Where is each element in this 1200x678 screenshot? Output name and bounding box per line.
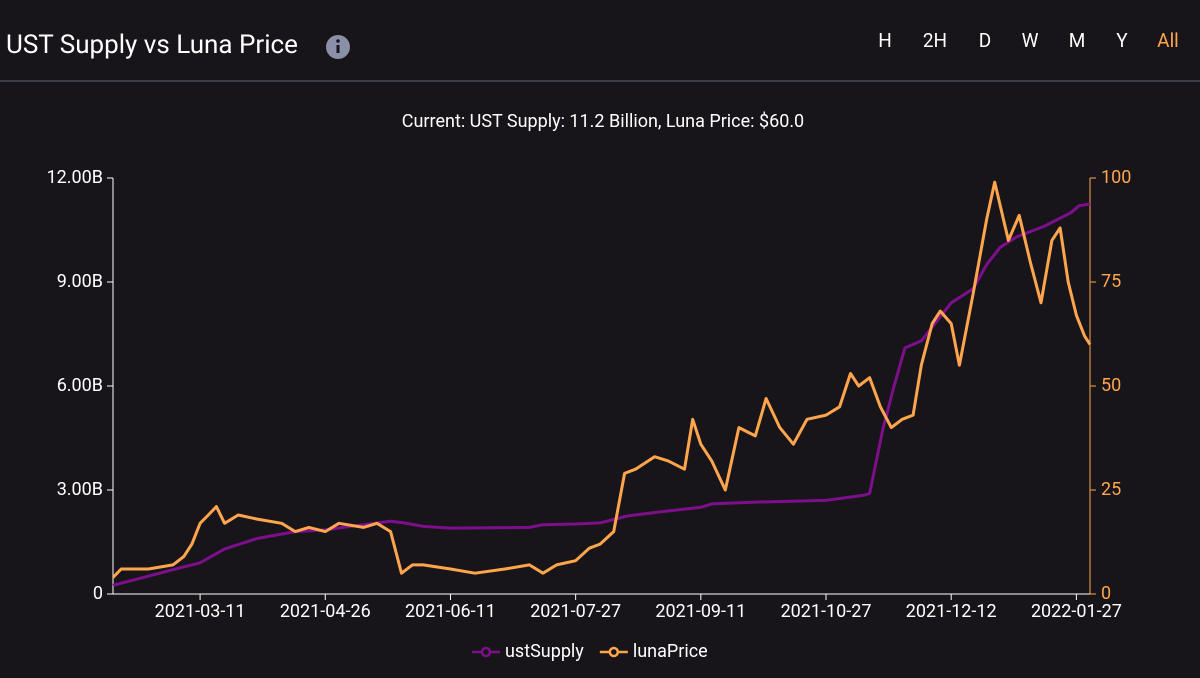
- y2-tick-label: 25: [1101, 479, 1121, 500]
- series-line: [111, 180, 1092, 579]
- info-dot: [336, 39, 340, 43]
- x-tick-label: 2022-01-27: [1031, 601, 1122, 622]
- legend-swatch-dot: [608, 646, 620, 658]
- y2-tick-label: 75: [1101, 271, 1121, 292]
- timeframe-button[interactable]: W: [1022, 29, 1039, 52]
- info-icon[interactable]: [326, 35, 350, 59]
- x-tick-label: 2021-07-27: [530, 601, 621, 622]
- y-tick-label: 12.00B: [47, 167, 103, 188]
- legend: ustSupply lunaPrice: [472, 641, 708, 662]
- x-tick-label: 2021-04-26: [280, 601, 371, 622]
- x-tick-label: 2021-06-11: [405, 601, 496, 622]
- y-tick-label: 6.00B: [57, 375, 103, 396]
- timeframe-button[interactable]: M: [1069, 29, 1086, 52]
- y2-tick-label: 0: [1101, 583, 1111, 604]
- y-tick-label: 0: [93, 583, 103, 604]
- legend-label: ustSupply: [505, 641, 584, 662]
- legend-swatch-dot: [480, 646, 492, 658]
- chart-subtitle: Current: UST Supply: 11.2 Billion, Luna …: [402, 111, 804, 132]
- x-tick-label: 2021-10-27: [781, 601, 872, 622]
- page-title: UST Supply vs Luna Price: [6, 30, 298, 60]
- y2-tick-label: 50: [1101, 375, 1121, 396]
- timeframe-button[interactable]: D: [979, 29, 991, 52]
- timeframe-button[interactable]: All: [1157, 29, 1179, 52]
- timeframe-button[interactable]: H: [878, 29, 892, 52]
- y2-tick-label: 100: [1101, 167, 1131, 188]
- legend-label: lunaPrice: [633, 641, 708, 662]
- timeframe-button[interactable]: 2H: [923, 29, 947, 52]
- y-tick-label: 3.00B: [57, 479, 103, 500]
- x-tick-label: 2021-12-12: [906, 601, 997, 622]
- info-stem: [336, 45, 340, 53]
- x-tick-label: 2021-09-11: [655, 601, 746, 622]
- x-tick-label: 2021-03-11: [155, 601, 246, 622]
- timeframe-button[interactable]: Y: [1116, 29, 1128, 52]
- y-tick-label: 9.00B: [57, 271, 103, 292]
